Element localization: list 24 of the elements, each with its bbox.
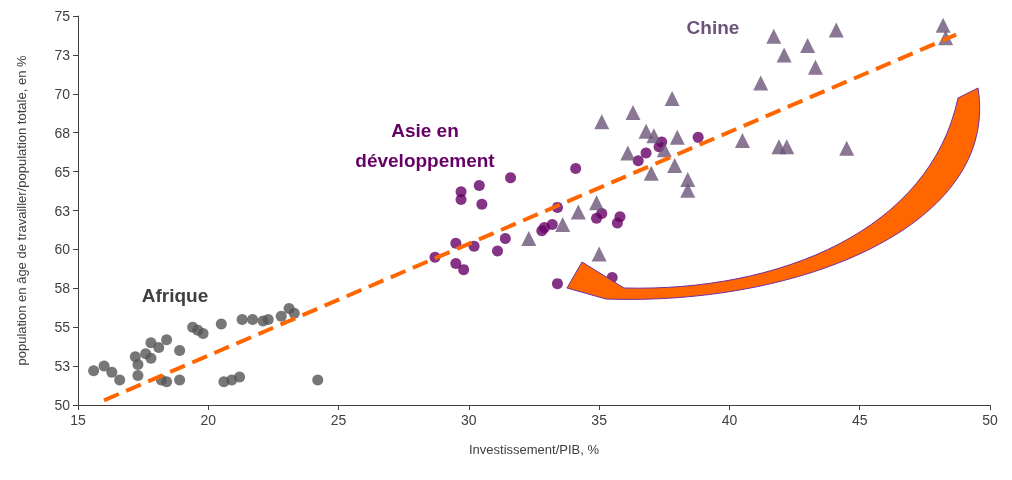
x-tick-label: 35 xyxy=(591,412,608,428)
annotation: Chine xyxy=(686,16,740,38)
x-tick-label: 20 xyxy=(200,412,217,428)
y-tick-label: 68 xyxy=(54,124,71,141)
y-tick-label: 58 xyxy=(54,280,71,297)
y-tick-label: 73 xyxy=(54,46,71,63)
y-tick-label: 65 xyxy=(54,163,71,180)
x-axis-title: Investissement/PIB, % xyxy=(468,442,600,457)
x-tick-label: 25 xyxy=(330,412,347,428)
annotation: Asie en développement xyxy=(355,119,496,171)
x-tick-label: 45 xyxy=(851,412,868,428)
y-axis-title: population en âge de travailler/population totale, en % xyxy=(14,55,29,366)
x-tick-label: 50 xyxy=(982,412,998,428)
x-tick-label: 40 xyxy=(721,412,738,428)
y-tick-label: 50 xyxy=(54,397,71,413)
y-tick-label: 75 xyxy=(54,8,71,24)
y-tick-label: 53 xyxy=(54,358,71,375)
x-tick-label: 30 xyxy=(461,412,477,428)
x-tick-label: 15 xyxy=(70,412,86,428)
y-tick-label: 55 xyxy=(54,319,71,336)
annotation: Afrique xyxy=(141,284,209,306)
y-tick-label: 70 xyxy=(54,85,71,102)
y-tick-label: 63 xyxy=(54,202,71,219)
y-tick-label: 60 xyxy=(54,241,71,258)
